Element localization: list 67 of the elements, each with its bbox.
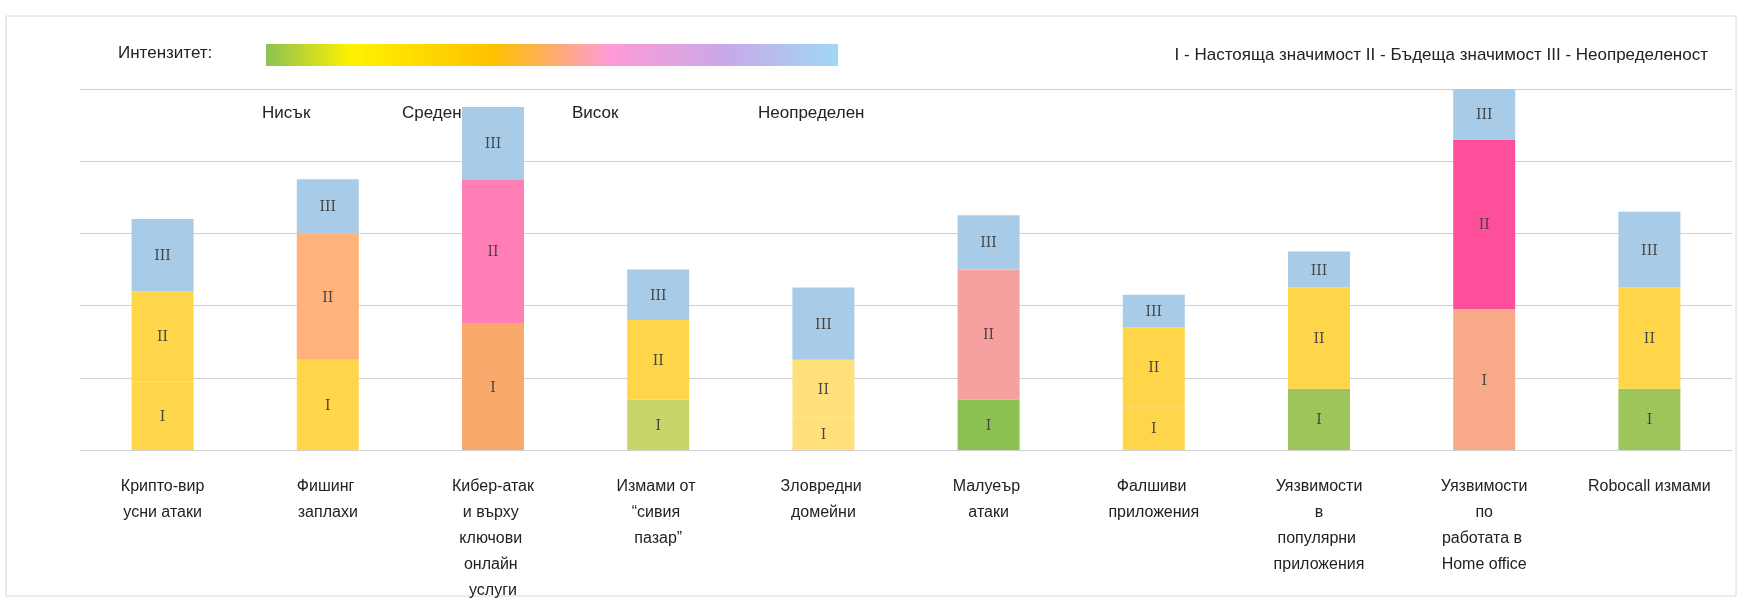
bar: [957, 399, 1020, 450]
bar: [462, 179, 524, 324]
bar: [957, 215, 1020, 270]
bar: [296, 233, 359, 360]
text: I: [985, 416, 992, 433]
text: III: [154, 247, 171, 264]
text: III: [1310, 261, 1328, 278]
text: III: [980, 234, 997, 251]
text: III: [649, 286, 667, 303]
text: II: [652, 351, 664, 368]
text: III: [159, 378, 496, 424]
text: III: [1475, 106, 1493, 123]
x-tick-label: Уязвимости в популярни приложения: [1273, 476, 1365, 572]
text: III: [484, 135, 502, 152]
bar: [1453, 89, 1516, 140]
bar: [627, 320, 690, 400]
text: III: [1641, 241, 1658, 258]
bar: [1453, 139, 1516, 310]
annotation: Нисък: [262, 103, 311, 122]
bar: [627, 399, 690, 450]
text: I: [1646, 411, 1653, 428]
series-label: II: [817, 380, 829, 397]
text: I: [655, 416, 661, 433]
annotation: Неопределен: [758, 103, 865, 122]
x-tick-label: Фалшиви приложения: [1108, 476, 1200, 520]
x-tick-label: Измами от “сивия пазар”: [616, 476, 700, 546]
bar: [462, 323, 524, 450]
bar: [1122, 294, 1185, 328]
x-tick-label: Крипто-вирусни атаки: [120, 476, 205, 520]
text: II: [322, 288, 334, 305]
bar: [1618, 388, 1681, 450]
series-label: III: [1145, 303, 1163, 320]
x-tick-label: Малуеър атаки: [952, 476, 1025, 520]
series-label: I: [820, 425, 827, 442]
text: III: [319, 198, 337, 215]
x-tick-label: Фишинг заплахи: [296, 476, 359, 520]
bar: [1618, 287, 1681, 389]
text: I - Настояща значимост II - Бъдеща значимост III - Неопределеност: [1174, 45, 1709, 64]
text: III: [815, 315, 832, 332]
bar: [1618, 211, 1681, 288]
text: II: [1478, 216, 1490, 233]
text: II: [1313, 330, 1325, 347]
text: Интензитет:: [118, 43, 213, 62]
annotation: Среден: [402, 103, 462, 122]
x-tick-label: Кибер-атаки върху ключови онлайн услуги: [452, 476, 535, 598]
bar: [131, 218, 194, 292]
bar: [1453, 309, 1516, 450]
text: II: [983, 326, 995, 343]
bar: [1288, 287, 1350, 389]
text: II: [487, 243, 499, 260]
bar: [792, 287, 855, 360]
bar: [627, 269, 690, 321]
annotation: Висок: [572, 103, 619, 122]
text: II: [157, 328, 169, 345]
text: II: [1316, 371, 1487, 428]
x-tick-label: Уязвимости по работата в Home office: [1440, 476, 1528, 572]
x-tick-label: Robocall измами: [1587, 476, 1711, 494]
bar: [296, 179, 359, 234]
bar: [462, 107, 524, 180]
bar: [957, 269, 1020, 400]
text: II: [1643, 330, 1655, 347]
text: I: [1151, 420, 1157, 437]
bar: [296, 359, 359, 450]
x-tick-label: Зловредни домейни: [780, 476, 867, 520]
bar: [1288, 388, 1350, 450]
text: II: [1148, 358, 1160, 375]
bar: [1288, 251, 1350, 288]
